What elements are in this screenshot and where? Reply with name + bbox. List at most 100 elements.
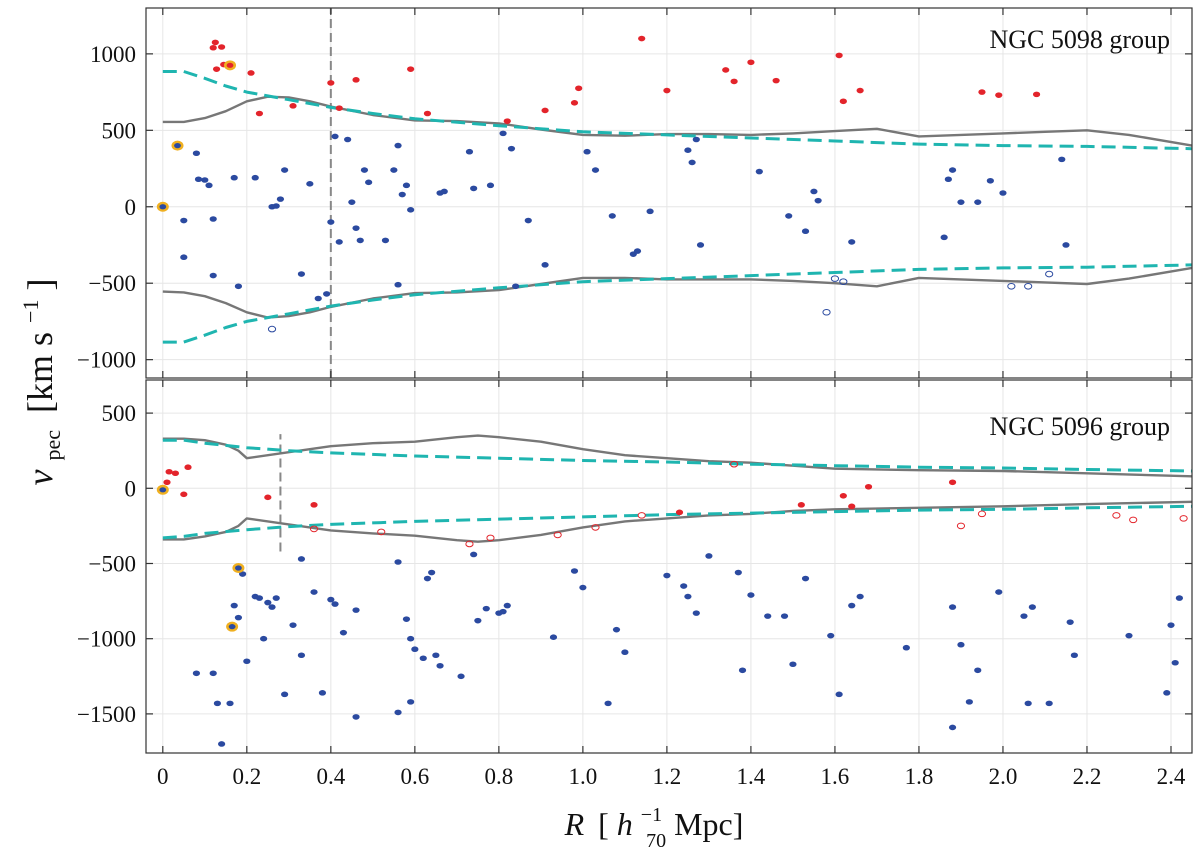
ngc5098-blue-point	[814, 197, 822, 204]
ngc5098-y-tick-label: 0	[125, 195, 137, 220]
ngc5096-red-point	[180, 491, 188, 498]
ngc5096-blue-point	[684, 593, 692, 600]
ngc5098-red-point	[978, 89, 986, 95]
ngc5096-blue-point	[621, 649, 629, 656]
ngc5098-blue-point	[944, 176, 952, 183]
ngc5098-red-point	[839, 98, 847, 105]
ngc5098-blue-point	[201, 177, 209, 183]
ngc5096-y-tick-label: −500	[89, 551, 136, 576]
ngc5096-blue-point	[239, 571, 247, 577]
ngc5098-red-point	[407, 66, 415, 72]
ngc5096-red-open-point	[637, 512, 646, 519]
ngc5096-red-point	[848, 503, 856, 510]
ngc5098-blue-open-point	[822, 308, 831, 316]
ngc5096-red-point	[839, 493, 847, 499]
ngc5096-blue-point	[419, 655, 427, 662]
ngc5096-teal-lower-curve	[162, 504, 1193, 540]
ngc5098-red-point	[570, 99, 579, 106]
ngc5098-blue-point	[755, 168, 763, 175]
ngc5098-red-point	[663, 87, 671, 94]
ngc5098-blue-point	[365, 179, 373, 186]
ngc5096-grey-lower-curve	[162, 500, 1193, 543]
y-axis-label-unit: [km s	[20, 332, 60, 413]
ngc5096-blue-point	[738, 667, 747, 674]
ngc5096-blue-point	[260, 635, 268, 642]
ngc5098-blue-point	[209, 272, 217, 279]
x-axis-label-open: [	[598, 806, 609, 842]
x-tick-label: 2.4	[1157, 764, 1186, 789]
ngc5098-bright-galaxy-point	[226, 62, 234, 68]
ngc5096-blue-point	[470, 551, 478, 558]
ngc5096-red-point	[675, 509, 684, 516]
ngc5096-blue-point	[570, 568, 579, 574]
y-axis-label-subscript: pec	[40, 430, 65, 461]
ngc5096-blue-point	[226, 700, 234, 707]
ngc5096-blue-point	[402, 616, 411, 622]
ngc5098-bright-galaxy-point	[174, 143, 181, 149]
ngc5098-grey-upper-curve	[162, 95, 1193, 147]
ngc5098-blue-point	[402, 182, 411, 189]
ngc5098-blue-point	[940, 234, 948, 241]
ngc5096-blue-point	[1070, 652, 1078, 659]
ngc5098-blue-point	[507, 145, 516, 152]
ngc5096-blue-point	[407, 699, 415, 705]
ngc5096-y-tick-label: 0	[125, 476, 137, 501]
x-tick-label: 1.6	[821, 764, 850, 789]
ngc5098-blue-point	[848, 239, 856, 245]
ngc5098-blue-point	[999, 190, 1007, 196]
y-axis-label-close: ]	[20, 279, 60, 291]
ngc5098-blue-point	[192, 150, 201, 157]
x-axis-label-symbol: R	[564, 806, 585, 842]
ngc5096-red-open-point	[956, 522, 966, 530]
ngc5098-red-point	[995, 92, 1003, 98]
ngc5098-blue-open-point	[1024, 282, 1033, 290]
ngc5096-blue-point	[394, 709, 402, 716]
ngc5098-blue-point	[957, 199, 965, 205]
ngc5096-red-open-point	[1129, 516, 1138, 524]
ngc5098-red-point	[1032, 91, 1041, 98]
ngc5098-blue-point	[314, 295, 322, 302]
ngc5098-red-point	[255, 110, 264, 117]
ngc5096-blue-point	[663, 572, 671, 579]
ngc5096-blue-point	[1163, 690, 1171, 696]
ngc5098-blue-point	[276, 196, 285, 202]
ngc5098-blue-point	[234, 283, 243, 290]
x-tick-label: 1.8	[905, 764, 934, 789]
ngc5098-blue-point	[394, 281, 402, 288]
ngc5096-blue-point	[680, 583, 688, 589]
x-tick-label: 0.6	[400, 764, 429, 789]
ngc5096-blue-point	[549, 634, 558, 640]
ngc5098-red-point	[575, 85, 583, 92]
ngc5096-blue-point	[974, 667, 982, 674]
ngc5098-red-point	[335, 105, 343, 111]
ngc5096-grey-upper-curve	[162, 434, 1193, 478]
ngc5096-blue-point	[499, 608, 507, 615]
x-tick-label: 1.2	[653, 764, 682, 789]
ngc5098-red-point	[856, 87, 864, 94]
ngc5096-blue-point	[1171, 659, 1179, 666]
ngc5096-blue-point	[503, 602, 511, 609]
ngc5098-teal-upper-curve	[162, 70, 1193, 151]
x-axis-label-exponent: −1	[641, 804, 662, 826]
ngc5098-blue-point	[785, 213, 793, 219]
x-tick-label: 2.2	[1073, 764, 1102, 789]
ngc5098-y-tick-label: 1000	[90, 42, 136, 67]
ngc5096-blue-point	[780, 613, 789, 619]
ngc5096-blue-point	[1167, 622, 1175, 628]
ngc5098-blue-point	[470, 185, 478, 192]
ngc5098-red-point	[209, 44, 217, 51]
ngc5096-red-point	[165, 468, 173, 475]
ngc5098-red-point	[247, 70, 255, 76]
ngc5098-red-point	[211, 39, 219, 46]
panel-ngc5098-background	[146, 8, 1192, 378]
ngc5096-blue-point	[213, 700, 222, 707]
panel-ngc5098-title: NGC 5098 group	[989, 25, 1170, 54]
panel-ngc5098-points	[156, 35, 1070, 333]
x-tick-label: 2.0	[989, 764, 1018, 789]
ngc5098-red-point	[638, 35, 646, 42]
ngc5096-blue-point	[1066, 619, 1074, 625]
ngc5098-blue-point	[801, 228, 810, 235]
ngc5098-blue-point	[180, 254, 188, 261]
ngc5098-blue-open-point	[830, 275, 840, 282]
ngc5098-grey-lower-curve	[162, 266, 1193, 319]
